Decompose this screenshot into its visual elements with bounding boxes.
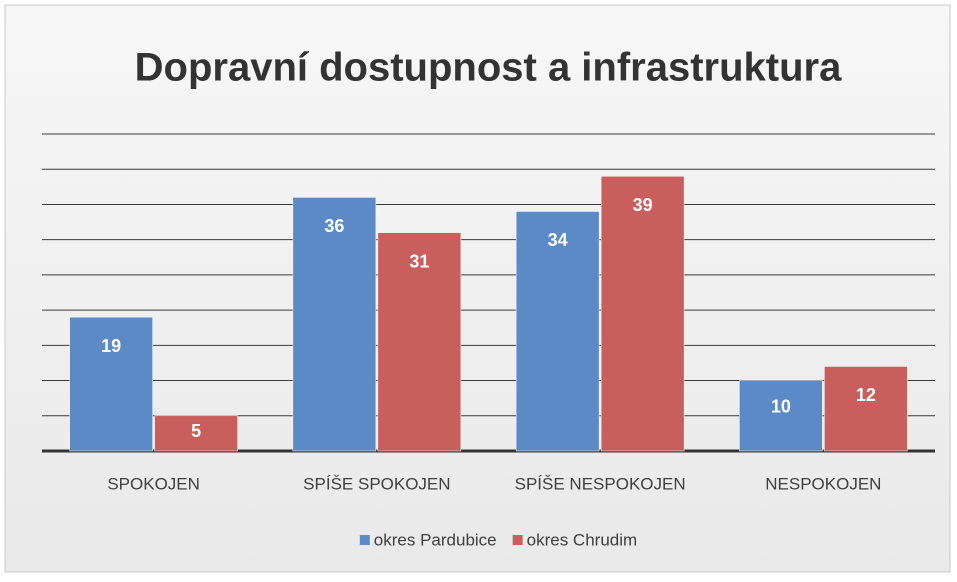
bar xyxy=(739,380,823,452)
x-tick-label: SPÍŠE SPOKOJEN xyxy=(303,474,450,493)
legend-swatch xyxy=(359,535,370,545)
bar xyxy=(292,197,377,452)
chart-background xyxy=(4,4,951,573)
x-tick-label: NESPOKOJEN xyxy=(765,474,881,493)
x-tick-label: SPOKOJEN xyxy=(107,474,200,493)
data-label: 31 xyxy=(409,251,429,271)
chart-title: Dopravní dostupnost a infrastruktura xyxy=(135,46,842,90)
data-label: 5 xyxy=(191,421,201,441)
bar xyxy=(69,316,153,452)
data-label: 19 xyxy=(101,336,121,356)
legend-swatch xyxy=(512,535,523,545)
data-label: 36 xyxy=(324,216,344,236)
x-tick-label: SPÍŠE NESPOKOJEN xyxy=(515,474,686,493)
bar xyxy=(824,366,908,452)
bar xyxy=(515,211,600,452)
bar xyxy=(377,232,462,452)
bar xyxy=(154,415,238,452)
bar xyxy=(600,176,685,452)
data-label: 39 xyxy=(633,195,653,215)
data-label: 34 xyxy=(548,230,568,250)
data-label: 12 xyxy=(856,385,876,405)
legend-label: okres Pardubice xyxy=(374,530,497,549)
data-label: 10 xyxy=(771,396,791,416)
legend-label: okres Chrudim xyxy=(527,530,638,549)
